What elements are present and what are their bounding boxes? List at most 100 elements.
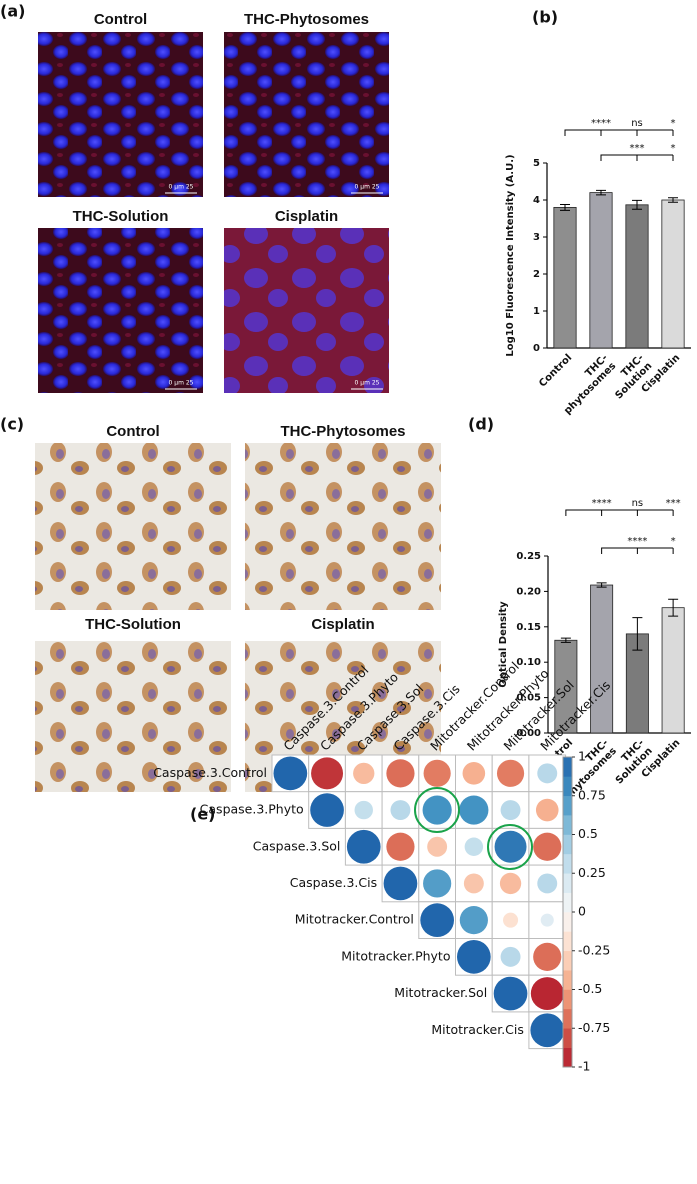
significance-label: * xyxy=(671,536,676,547)
highlight-ring xyxy=(487,824,533,870)
correlation-circle xyxy=(390,800,411,821)
correlation-circle xyxy=(354,800,373,820)
image-title: THC-Phytosomes xyxy=(244,11,369,28)
correlation-circle xyxy=(459,795,489,825)
micrograph xyxy=(245,443,441,610)
correlation-circle xyxy=(386,759,415,788)
colorbar-segment xyxy=(563,853,572,874)
error-bar xyxy=(632,617,643,651)
significance-bracket xyxy=(601,547,674,554)
micrograph xyxy=(38,228,203,393)
y-tick-label: 0.05 xyxy=(516,693,541,704)
panel-label: (c) xyxy=(0,415,24,434)
panel-label: (e) xyxy=(190,805,215,824)
bar xyxy=(553,206,577,349)
correlation-circle xyxy=(537,763,558,784)
y-tick-label: 4 xyxy=(533,195,540,206)
error-bar xyxy=(596,582,607,588)
correlation-circle xyxy=(383,866,418,901)
correlation-circle xyxy=(533,832,562,861)
image-title: THC-Solution xyxy=(85,616,181,633)
panel-label: (b) xyxy=(532,8,558,27)
colorbar-tick-label: -0.75 xyxy=(578,1020,610,1035)
colorbar-segment xyxy=(563,970,572,990)
y-tick-label: 3 xyxy=(533,232,540,243)
scale-label: 0 μm 25 xyxy=(355,184,380,191)
colorbar-segment xyxy=(563,834,572,855)
correlation-circle xyxy=(500,800,521,821)
correlation-circle xyxy=(499,872,522,895)
colorbar-segment xyxy=(563,757,572,777)
colorbar-tick-label: -1 xyxy=(578,1059,590,1074)
x-tick-label: Control xyxy=(537,352,574,389)
y-tick-label: 0.10 xyxy=(516,657,541,668)
colorbar-segment xyxy=(563,950,572,971)
significance-label: *** xyxy=(630,143,645,154)
colorbar-segment xyxy=(563,892,572,913)
significance-label: *** xyxy=(666,498,681,509)
correlation-circle xyxy=(422,795,452,825)
colorbar-segment xyxy=(563,873,572,893)
y-tick-label: 0.25 xyxy=(516,551,541,562)
colorbar-tick-label: 0.5 xyxy=(578,826,598,841)
image-title: Control xyxy=(106,423,159,440)
row-label: Mitotracker.Phyto xyxy=(341,948,450,963)
colorbar-tick-label: 1 xyxy=(578,749,586,764)
correlation-circle xyxy=(533,942,562,971)
significance-label: ns xyxy=(631,118,643,129)
correlation-circle xyxy=(462,762,486,785)
colorbar-tick-label: 0.25 xyxy=(578,865,606,880)
correlation-circle xyxy=(464,837,484,856)
correlation-circle xyxy=(494,830,527,863)
row-label: Mitotracker.Cis xyxy=(431,1022,524,1037)
image-title: THC-Solution xyxy=(73,208,169,225)
row-label: Caspase.3.Cis xyxy=(290,875,377,890)
row-label: Caspase.3.Sol xyxy=(253,838,341,853)
highlight-ring xyxy=(414,787,460,833)
colorbar-segment xyxy=(563,776,572,797)
significance-label: ns xyxy=(632,498,644,509)
scale-label: 0 μm 25 xyxy=(355,380,380,387)
correlation-circle xyxy=(346,829,381,864)
y-axis-label: Optical Density xyxy=(498,601,509,688)
significance-bracket xyxy=(600,154,673,161)
correlation-circle xyxy=(540,913,554,927)
micrograph xyxy=(35,641,231,792)
micrograph xyxy=(38,32,203,197)
colorbar-segment xyxy=(563,1008,572,1029)
bar xyxy=(661,199,685,349)
colorbar-segment xyxy=(563,1028,572,1048)
row-label: Mitotracker.Control xyxy=(295,912,414,927)
colorbar-segment xyxy=(563,912,572,932)
image-title: THC-Phytosomes xyxy=(280,423,405,440)
correlation-circle xyxy=(535,798,559,822)
colorbar-segment xyxy=(563,795,572,816)
micrograph xyxy=(224,32,389,197)
row-label: Caspase.3.Control xyxy=(153,765,267,780)
error-bar xyxy=(560,203,570,211)
correlation-circle xyxy=(530,977,564,1010)
panel-label: (a) xyxy=(0,2,25,21)
correlation-circle xyxy=(310,793,344,827)
correlation-circle xyxy=(463,873,484,894)
significance-bracket xyxy=(565,509,674,516)
significance-label: * xyxy=(671,143,676,154)
error-bar xyxy=(668,197,678,203)
correlation-circle xyxy=(457,940,491,974)
scale-label: 0 μm 25 xyxy=(169,380,194,387)
image-title: Control xyxy=(94,11,147,28)
correlation-circle xyxy=(423,869,452,898)
significance-bracket xyxy=(564,129,673,136)
correlation-circle xyxy=(503,912,519,928)
y-tick-label: 2 xyxy=(533,269,540,280)
correlation-circle xyxy=(493,976,528,1011)
correlation-circle xyxy=(530,1013,565,1048)
colorbar-tick-label: -0.5 xyxy=(578,981,602,996)
y-tick-label: 0.00 xyxy=(516,728,541,739)
scale-label: 0 μm 25 xyxy=(169,184,194,191)
y-tick-label: 0.20 xyxy=(516,586,541,597)
correlation-circle xyxy=(273,756,308,791)
y-tick-label: 0.15 xyxy=(516,622,541,633)
colorbar-tick-label: -0.25 xyxy=(578,942,610,957)
